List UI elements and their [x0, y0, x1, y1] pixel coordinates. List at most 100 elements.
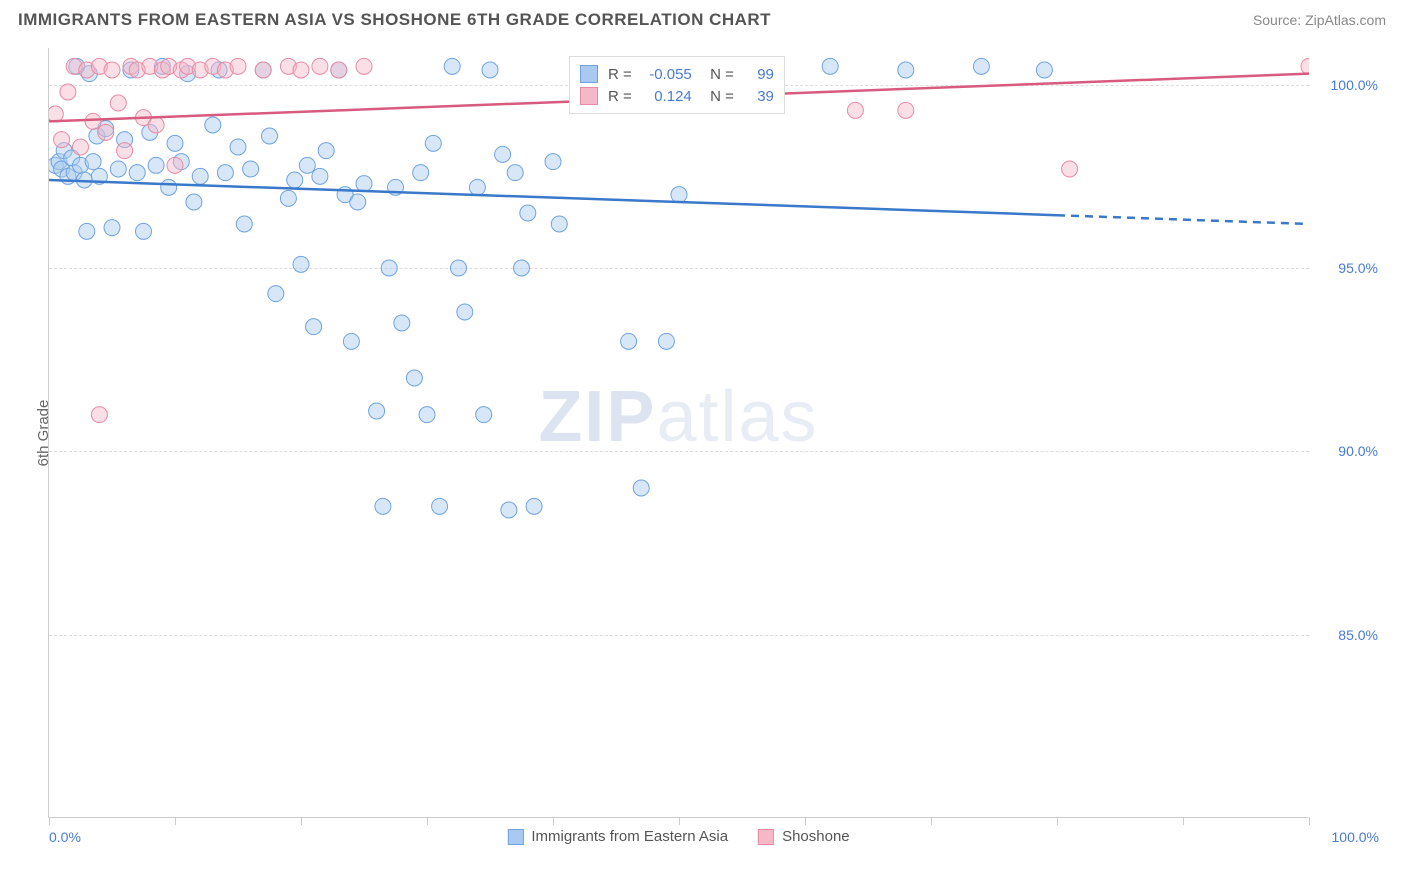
y-tick-label: 85.0%	[1318, 627, 1378, 643]
scatter-point	[419, 407, 435, 423]
scatter-point	[671, 187, 687, 203]
legend-swatch	[758, 829, 774, 845]
plot-area: ZIPatlas R =-0.055 N =99R =0.124 N =39 0…	[48, 48, 1308, 818]
x-tick	[49, 817, 50, 825]
scatter-point	[54, 132, 70, 148]
y-tick-label: 90.0%	[1318, 443, 1378, 459]
scatter-point	[293, 256, 309, 272]
scatter-point	[331, 62, 347, 78]
x-tick	[805, 817, 806, 825]
scatter-point	[129, 165, 145, 181]
x-tick	[1057, 817, 1058, 825]
scatter-point	[406, 370, 422, 386]
stat-row: R =-0.055 N =99	[580, 63, 774, 85]
scatter-point	[1301, 58, 1309, 74]
scatter-point	[73, 139, 89, 155]
scatter-point	[476, 407, 492, 423]
scatter-point	[413, 165, 429, 181]
scatter-point	[526, 498, 542, 514]
scatter-point	[356, 58, 372, 74]
scatter-point	[514, 260, 530, 276]
legend-item: Immigrants from Eastern Asia	[507, 828, 728, 845]
scatter-point	[110, 95, 126, 111]
scatter-point	[973, 58, 989, 74]
scatter-point	[167, 157, 183, 173]
chart-header: IMMIGRANTS FROM EASTERN ASIA VS SHOSHONE…	[0, 0, 1406, 36]
scatter-point	[501, 502, 517, 518]
scatter-point	[60, 84, 76, 100]
scatter-point	[104, 220, 120, 236]
x-tick	[1183, 817, 1184, 825]
legend-item: Shoshone	[758, 828, 850, 845]
scatter-point	[621, 333, 637, 349]
scatter-point	[457, 304, 473, 320]
scatter-point	[432, 498, 448, 514]
scatter-point	[205, 117, 221, 133]
stat-row: R = 0.124 N = 39	[580, 85, 774, 107]
scatter-point	[268, 286, 284, 302]
stat-swatch	[580, 87, 598, 105]
stat-swatch	[580, 65, 598, 83]
scatter-point	[369, 403, 385, 419]
x-tick	[679, 817, 680, 825]
scatter-point	[444, 58, 460, 74]
scatter-point	[822, 58, 838, 74]
scatter-point	[136, 223, 152, 239]
stat-r-value: 0.124	[642, 88, 692, 105]
legend-swatch	[507, 829, 523, 845]
scatter-point	[243, 161, 259, 177]
scatter-point	[318, 143, 334, 159]
scatter-point	[49, 106, 63, 122]
scatter-point	[79, 223, 95, 239]
scatter-point	[633, 480, 649, 496]
scatter-point	[217, 165, 233, 181]
scatter-point	[495, 146, 511, 162]
scatter-point	[394, 315, 410, 331]
x-axis-min-label: 0.0%	[49, 829, 81, 845]
scatter-point	[293, 62, 309, 78]
scatter-point	[658, 333, 674, 349]
stat-n-label: N =	[702, 88, 734, 105]
scatter-point	[482, 62, 498, 78]
legend-bottom: Immigrants from Eastern Asia Shoshone	[507, 828, 849, 845]
x-tick	[1309, 817, 1310, 825]
scatter-point	[469, 179, 485, 195]
scatter-point	[262, 128, 278, 144]
chart-source: Source: ZipAtlas.com	[1253, 12, 1386, 28]
scatter-point	[312, 168, 328, 184]
stat-n-label: N =	[702, 66, 734, 83]
scatter-point	[255, 62, 271, 78]
x-axis-max-label: 100.0%	[1332, 829, 1379, 845]
correlation-stat-box: R =-0.055 N =99R =0.124 N =39	[569, 56, 785, 114]
scatter-point	[299, 157, 315, 173]
stat-r-label: R =	[608, 66, 632, 83]
scatter-point	[551, 216, 567, 232]
stat-r-label: R =	[608, 88, 632, 105]
stat-n-value: 39	[744, 88, 774, 105]
legend-label: Shoshone	[782, 828, 850, 845]
scatter-point	[287, 172, 303, 188]
scatter-point	[343, 333, 359, 349]
trend-line-dashed	[1057, 215, 1309, 224]
scatter-point	[110, 161, 126, 177]
scatter-point	[425, 135, 441, 151]
scatter-point	[375, 498, 391, 514]
scatter-point	[85, 154, 101, 170]
legend-label: Immigrants from Eastern Asia	[531, 828, 728, 845]
scatter-point	[898, 62, 914, 78]
scatter-point	[85, 113, 101, 129]
scatter-point	[91, 407, 107, 423]
y-tick-label: 100.0%	[1318, 77, 1378, 93]
scatter-point	[117, 143, 133, 159]
scatter-point	[507, 165, 523, 181]
x-tick	[427, 817, 428, 825]
scatter-point	[104, 62, 120, 78]
chart-container: 6th Grade ZIPatlas R =-0.055 N =99R =0.1…	[48, 48, 1388, 818]
stat-n-value: 99	[744, 66, 774, 83]
scatter-point	[161, 179, 177, 195]
scatter-point	[350, 194, 366, 210]
scatter-point	[545, 154, 561, 170]
scatter-point	[1036, 62, 1052, 78]
scatter-point	[186, 194, 202, 210]
scatter-point	[167, 135, 183, 151]
